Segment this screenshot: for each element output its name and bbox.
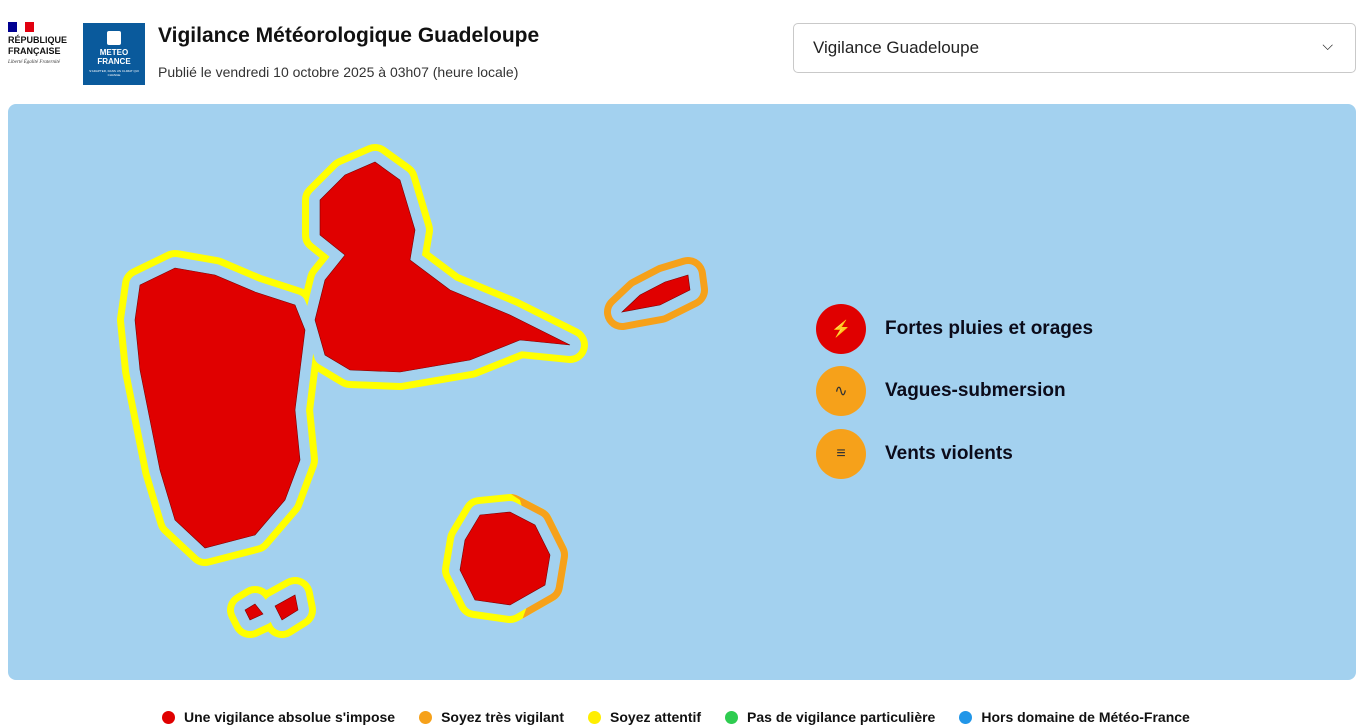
- vigilance-map: ⚡ Fortes pluies et orages ∿ Vagues-subme…: [8, 104, 1356, 680]
- phenomenon-label: Vagues-submersion: [885, 380, 1066, 401]
- phenomenon-label: Fortes pluies et orages: [885, 318, 1094, 339]
- phenomenon-wind[interactable]: ≡ Vents violents: [816, 429, 1013, 479]
- mf-line2: FRANCE: [97, 57, 131, 66]
- mf-tagline: S'ADAPTER, DANS UN CLIMAT QUI CHANGE: [89, 69, 139, 77]
- publication-date: Publié le vendredi 10 octobre 2025 à 03h…: [158, 64, 519, 80]
- legend-label: Soyez très vigilant: [441, 709, 565, 725]
- page-title: Vigilance Météorologique Guadeloupe: [158, 24, 540, 47]
- french-flag-icon: [8, 22, 35, 32]
- legend-red: Une vigilance absolue s'impose: [162, 709, 395, 725]
- legend-yellow: Soyez attentif: [588, 709, 701, 725]
- legend-orange: Soyez très vigilant: [419, 709, 564, 725]
- region-select-value: Vigilance Guadeloupe: [813, 38, 980, 57]
- green-dot-icon: [725, 710, 739, 724]
- phenomenon-waves[interactable]: ∿ Vagues-submersion: [816, 366, 1066, 416]
- region-select[interactable]: Vigilance Guadeloupe ⌵: [793, 23, 1356, 73]
- legend-label: Hors domaine de Météo-France: [981, 709, 1190, 725]
- legend-label: Une vigilance absolue s'impose: [184, 709, 396, 725]
- legend-label: Pas de vigilance particulière: [747, 709, 936, 725]
- map-svg: [8, 104, 1356, 680]
- republique-francaise-logo: RÉPUBLIQUE FRANÇAISE Liberté Égalité Fra…: [8, 22, 78, 66]
- rain-storm-icon: ⚡: [816, 304, 866, 354]
- rf-name-1: RÉPUBLIQUE: [8, 35, 68, 45]
- windsock-icon: ≡: [816, 429, 866, 479]
- chevron-down-icon: ⌵: [1322, 37, 1333, 53]
- rf-motto: Liberté Égalité Fraternité: [8, 60, 60, 65]
- legend-green: Pas de vigilance particulière: [725, 709, 935, 725]
- phenomenon-label: Vents violents: [885, 443, 1013, 464]
- red-dot-icon: [162, 710, 175, 724]
- legend-blue: Hors domaine de Météo-France: [959, 709, 1190, 725]
- legend-label: Soyez attentif: [610, 709, 702, 725]
- blue-dot-icon: [959, 710, 973, 724]
- meteo-france-logo: METEO FRANCE S'ADAPTER, DANS UN CLIMAT Q…: [83, 23, 145, 85]
- orange-dot-icon: [419, 710, 433, 724]
- phenomenon-rain-storm[interactable]: ⚡ Fortes pluies et orages: [816, 304, 1093, 354]
- rf-name-2: FRANÇAISE: [8, 46, 61, 56]
- color-legend: Une vigilance absolue s'impose Soyez trè…: [162, 709, 1214, 725]
- mf-line1: METEO: [99, 48, 129, 57]
- yellow-dot-icon: [588, 710, 602, 724]
- waves-icon: ∿: [816, 366, 866, 416]
- header: RÉPUBLIQUE FRANÇAISE Liberté Égalité Fra…: [0, 0, 1372, 100]
